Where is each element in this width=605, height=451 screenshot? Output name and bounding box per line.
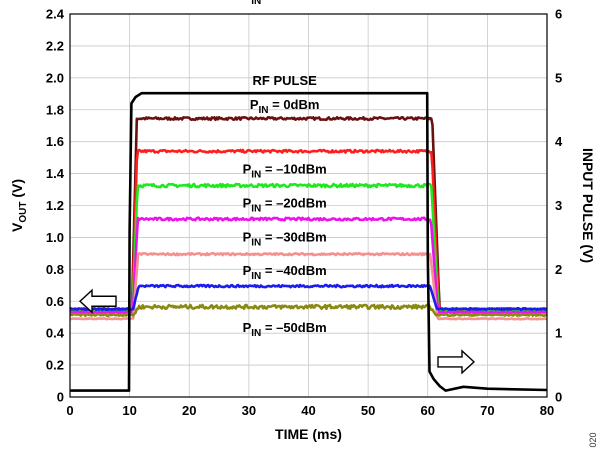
series-label: PIN = 0dBm xyxy=(250,97,320,116)
left-y-tick-label: 1.6 xyxy=(46,134,64,149)
right-y-axis-label: INPUT PULSE (V) xyxy=(580,148,596,263)
x-tick-label: 50 xyxy=(361,403,375,418)
rf-pulse-label: RF PULSE xyxy=(253,73,318,88)
right-y-tick-label: 3 xyxy=(555,198,562,213)
plot-frame xyxy=(69,13,548,398)
series-label: PIN = –50dBm xyxy=(243,320,327,339)
left-y-tick-label: 0.8 xyxy=(46,262,64,277)
left-y-tick-label: 1.8 xyxy=(46,102,64,117)
x-tick-label: 0 xyxy=(66,403,73,418)
left-y-tick-labels: 0 0.2 0.4 0.6 0.8 1.0 1.2 1.4 1.6 1.8 2.0 2.2 2.4 xyxy=(46,7,65,405)
left-y-tick-label: 0.4 xyxy=(46,326,65,341)
right-arrow-icon xyxy=(437,349,476,375)
series-label: PIN = –20dBm xyxy=(243,195,327,214)
left-y-tick-label: 1.4 xyxy=(46,166,65,181)
right-y-tick-label: 0 xyxy=(555,390,562,405)
left-y-tick-label: 0 xyxy=(57,390,64,405)
right-y-tick-label: 4 xyxy=(555,134,563,149)
x-tick-label: 20 xyxy=(182,403,196,418)
right-y-tick-label: 1 xyxy=(555,326,562,341)
x-tick-label: 40 xyxy=(301,403,315,418)
x-tick-labels: 0 10 20 30 40 50 60 70 80 xyxy=(66,403,554,418)
x-tick-label: 80 xyxy=(540,403,554,418)
left-y-tick-label: 1.2 xyxy=(46,198,64,213)
figure-id: 020 xyxy=(588,432,598,447)
rf-pulse-series xyxy=(70,91,548,392)
series-line xyxy=(69,251,548,321)
series-lines xyxy=(68,116,548,321)
right-y-tick-label: 2 xyxy=(555,262,562,277)
left-y-tick-label: 0.6 xyxy=(46,294,64,309)
left-y-tick-label: 2.0 xyxy=(46,70,64,85)
series-line xyxy=(69,216,548,315)
axis-arrows xyxy=(78,288,476,375)
left-y-tick-label: 1.0 xyxy=(46,230,64,245)
x-tick-label: 60 xyxy=(421,403,435,418)
right-y-tick-label: 6 xyxy=(555,7,562,22)
left-y-tick-label: 2.4 xyxy=(46,7,65,22)
series-label: PIN = –40dBm xyxy=(243,263,327,282)
left-y-axis-label: VOUT (V) xyxy=(9,179,29,232)
curve-labels: RF PULSE PIN = 0dBm PIN = –10dBm PIN = –20d… xyxy=(243,0,327,339)
x-tick-label: 30 xyxy=(242,403,256,418)
series-line xyxy=(69,303,548,318)
x-tick-label: 70 xyxy=(480,403,494,418)
left-y-tick-label: 2.2 xyxy=(46,38,64,53)
series-label: PIN = –30dBm xyxy=(243,230,327,249)
x-axis-label: TIME (ms) xyxy=(275,426,342,442)
series-line xyxy=(69,283,548,312)
series-label: PIN = –60dBm xyxy=(243,0,327,7)
left-y-tick-label: 0.2 xyxy=(46,358,64,373)
right-y-tick-label: 5 xyxy=(555,70,562,85)
x-tick-label: 10 xyxy=(122,403,136,418)
rf-pulse-line xyxy=(70,91,548,392)
left-arrow-icon xyxy=(78,288,117,314)
right-y-tick-labels: 0 1 2 3 4 5 6 xyxy=(555,7,563,405)
series-label: PIN = –10dBm xyxy=(243,161,327,180)
